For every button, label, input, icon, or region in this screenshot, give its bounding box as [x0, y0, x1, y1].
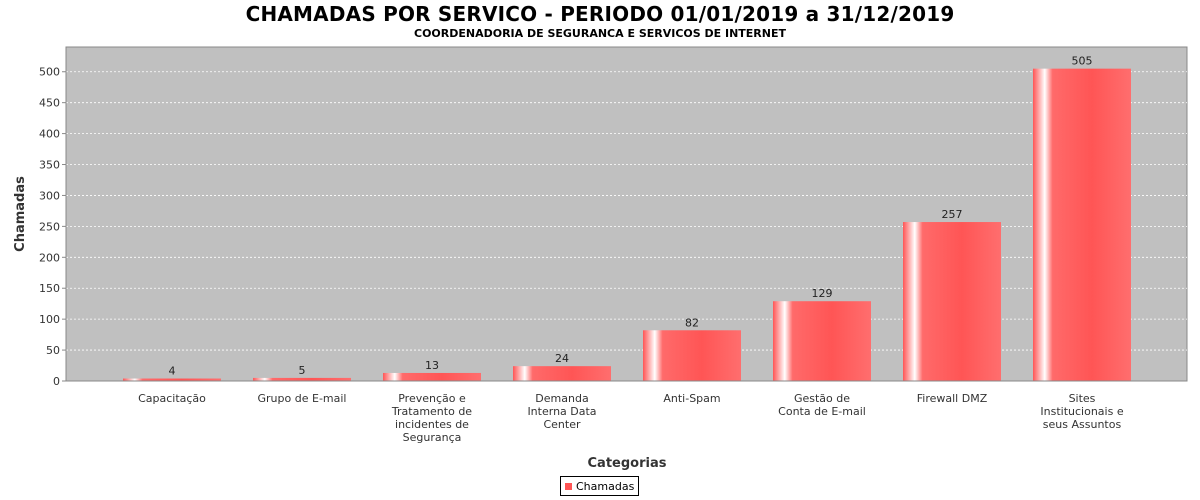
y-axis-label: Chamadas	[13, 176, 28, 252]
bar	[253, 377, 351, 381]
x-tick-label: Prevenção e Tratamento de incidentes de Seg…	[391, 392, 472, 444]
bar	[383, 372, 481, 381]
bar-value-label: 5	[299, 364, 306, 377]
y-tick-label: 400	[39, 128, 60, 141]
chart-title: CHAMADAS POR SERVICO - PERIODO 01/01/201…	[245, 2, 955, 26]
bars: 4 5 13 24 82 129 257 505	[123, 55, 1131, 382]
x-axis-label: Categorias	[588, 456, 667, 471]
y-tick-label: 500	[39, 66, 60, 79]
x-tick-label: Anti-Spam	[663, 392, 720, 405]
plot-area	[65, 46, 1188, 382]
y-tick-label: 100	[39, 313, 60, 326]
x-tick-label: Demanda Interna Data Center	[527, 392, 596, 431]
x-tick-label: Grupo de E-mail	[258, 392, 347, 405]
y-axis: 0 50 100 150 200 250 300 350 400 450 500	[39, 47, 67, 388]
bar	[513, 366, 611, 381]
bar	[1033, 68, 1131, 382]
bar	[903, 222, 1001, 381]
x-tick-label: Firewall DMZ	[917, 392, 988, 405]
bar-value-label: 505	[1072, 55, 1093, 68]
bar-value-label: 4	[169, 365, 176, 378]
bar-value-label: 24	[555, 352, 569, 365]
bar	[773, 301, 871, 381]
y-tick-label: 50	[46, 344, 60, 357]
bar-value-label: 82	[685, 316, 699, 329]
y-tick-label: 300	[39, 189, 60, 202]
bar	[123, 378, 221, 381]
y-tick-label: 350	[39, 159, 60, 172]
x-axis: Capacitação Grupo de E-mail Prevenção e Tra…	[66, 380, 1187, 444]
bar-value-label: 129	[812, 287, 833, 300]
legend: Chamadas	[560, 476, 640, 496]
y-tick-label: 0	[53, 375, 60, 388]
x-tick-label: Capacitação	[138, 392, 206, 405]
legend-label: Chamadas	[576, 479, 635, 493]
grid	[66, 71, 1187, 351]
bar-value-label: 257	[942, 208, 963, 221]
bar-value-label: 13	[425, 359, 439, 372]
x-tick-label: Sites Institucionais e seus Assuntos	[1040, 392, 1123, 431]
legend-swatch	[565, 482, 572, 490]
x-tick-label: Gestão de Conta de E-mail	[778, 392, 866, 418]
y-tick-label: 450	[39, 97, 60, 110]
y-tick-label: 150	[39, 282, 60, 295]
bar	[643, 330, 741, 381]
y-tick-label: 250	[39, 220, 60, 233]
chart-subtitle: COORDENADORIA DE SEGURANCA E SERVICOS DE…	[414, 27, 786, 40]
y-tick-label: 200	[39, 251, 60, 264]
